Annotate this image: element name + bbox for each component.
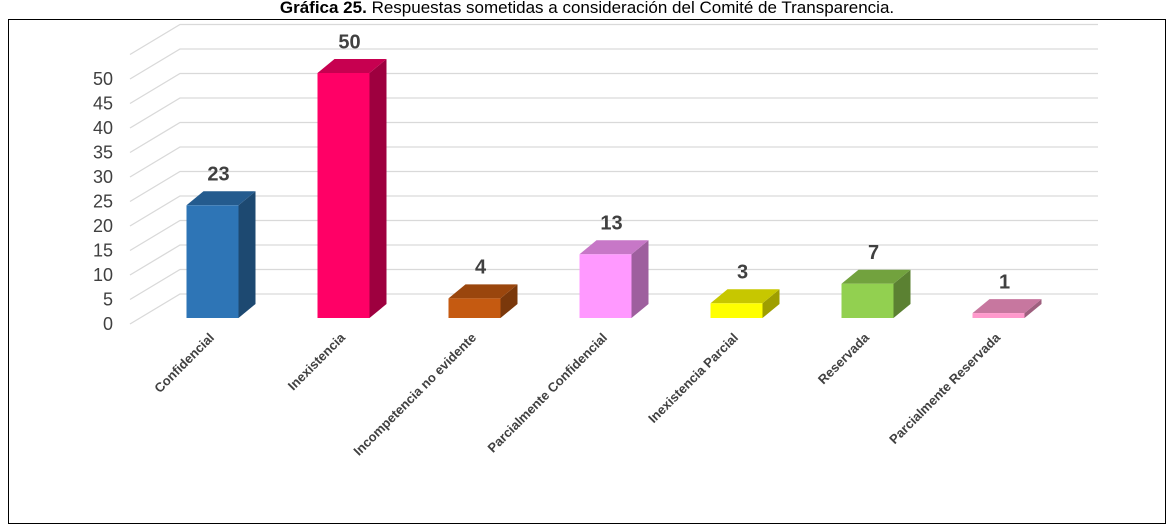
bar-front xyxy=(579,254,632,318)
y-tick-label: 0 xyxy=(103,314,113,334)
bar xyxy=(448,284,518,318)
bar-top xyxy=(186,191,256,206)
value-label: 1 xyxy=(999,271,1010,293)
value-label: 50 xyxy=(338,31,360,53)
value-label: 13 xyxy=(600,213,622,235)
bar-side xyxy=(893,269,911,318)
grid-line xyxy=(129,48,1098,80)
title-text: Respuestas sometidas a consideración del… xyxy=(372,0,895,17)
value-label: 4 xyxy=(475,257,487,279)
y-tick-label: 40 xyxy=(93,118,113,138)
bar xyxy=(972,299,1042,318)
grid-line xyxy=(129,23,1098,56)
grid-line xyxy=(129,244,1098,276)
value-label: 23 xyxy=(207,164,229,186)
grid-line xyxy=(129,219,1098,252)
bar-front xyxy=(317,73,370,318)
chart-title: Gráfica 25. Respuestas sometidas a consi… xyxy=(280,0,894,17)
grid-line xyxy=(129,268,1098,301)
value-label: 7 xyxy=(868,242,879,264)
bar-front xyxy=(841,283,894,318)
y-tick-label: 5 xyxy=(103,289,113,309)
grid-line xyxy=(129,195,1098,227)
bar-side xyxy=(762,289,780,318)
bar-side xyxy=(238,191,256,318)
bar-top xyxy=(972,299,1042,314)
grid-line xyxy=(129,170,1098,203)
y-tick-label: 15 xyxy=(93,240,113,260)
bar-side xyxy=(631,240,649,318)
value-label: 3 xyxy=(737,262,748,284)
bar-top xyxy=(579,240,649,255)
y-tick-label: 45 xyxy=(93,93,113,113)
y-tick-label: 35 xyxy=(93,142,113,162)
y-tick-label: 30 xyxy=(93,167,113,187)
grid-line xyxy=(129,293,1098,325)
bar-front xyxy=(448,298,501,318)
bar-top xyxy=(841,269,911,284)
y-tick-label: 10 xyxy=(93,265,113,285)
bar xyxy=(579,240,649,318)
bar-side xyxy=(369,59,387,318)
bar-side xyxy=(1024,299,1042,318)
bar xyxy=(710,289,780,318)
title-label: Gráfica 25. xyxy=(280,0,367,17)
grid-line xyxy=(129,146,1098,178)
bar xyxy=(186,191,256,318)
bar-top xyxy=(710,289,780,304)
bar xyxy=(317,59,387,318)
bar-front xyxy=(186,205,239,318)
bar xyxy=(841,269,911,318)
bar-top xyxy=(448,284,518,299)
bar-front xyxy=(710,303,763,318)
grid-line xyxy=(129,72,1098,105)
bar-top xyxy=(317,59,387,73)
bar-front xyxy=(972,313,1025,318)
y-tick-label: 20 xyxy=(93,216,113,236)
bar-side xyxy=(500,284,518,318)
grid-line xyxy=(129,121,1098,154)
grid-line xyxy=(129,97,1098,129)
y-tick-label: 50 xyxy=(93,69,113,89)
y-tick-label: 25 xyxy=(93,191,113,211)
